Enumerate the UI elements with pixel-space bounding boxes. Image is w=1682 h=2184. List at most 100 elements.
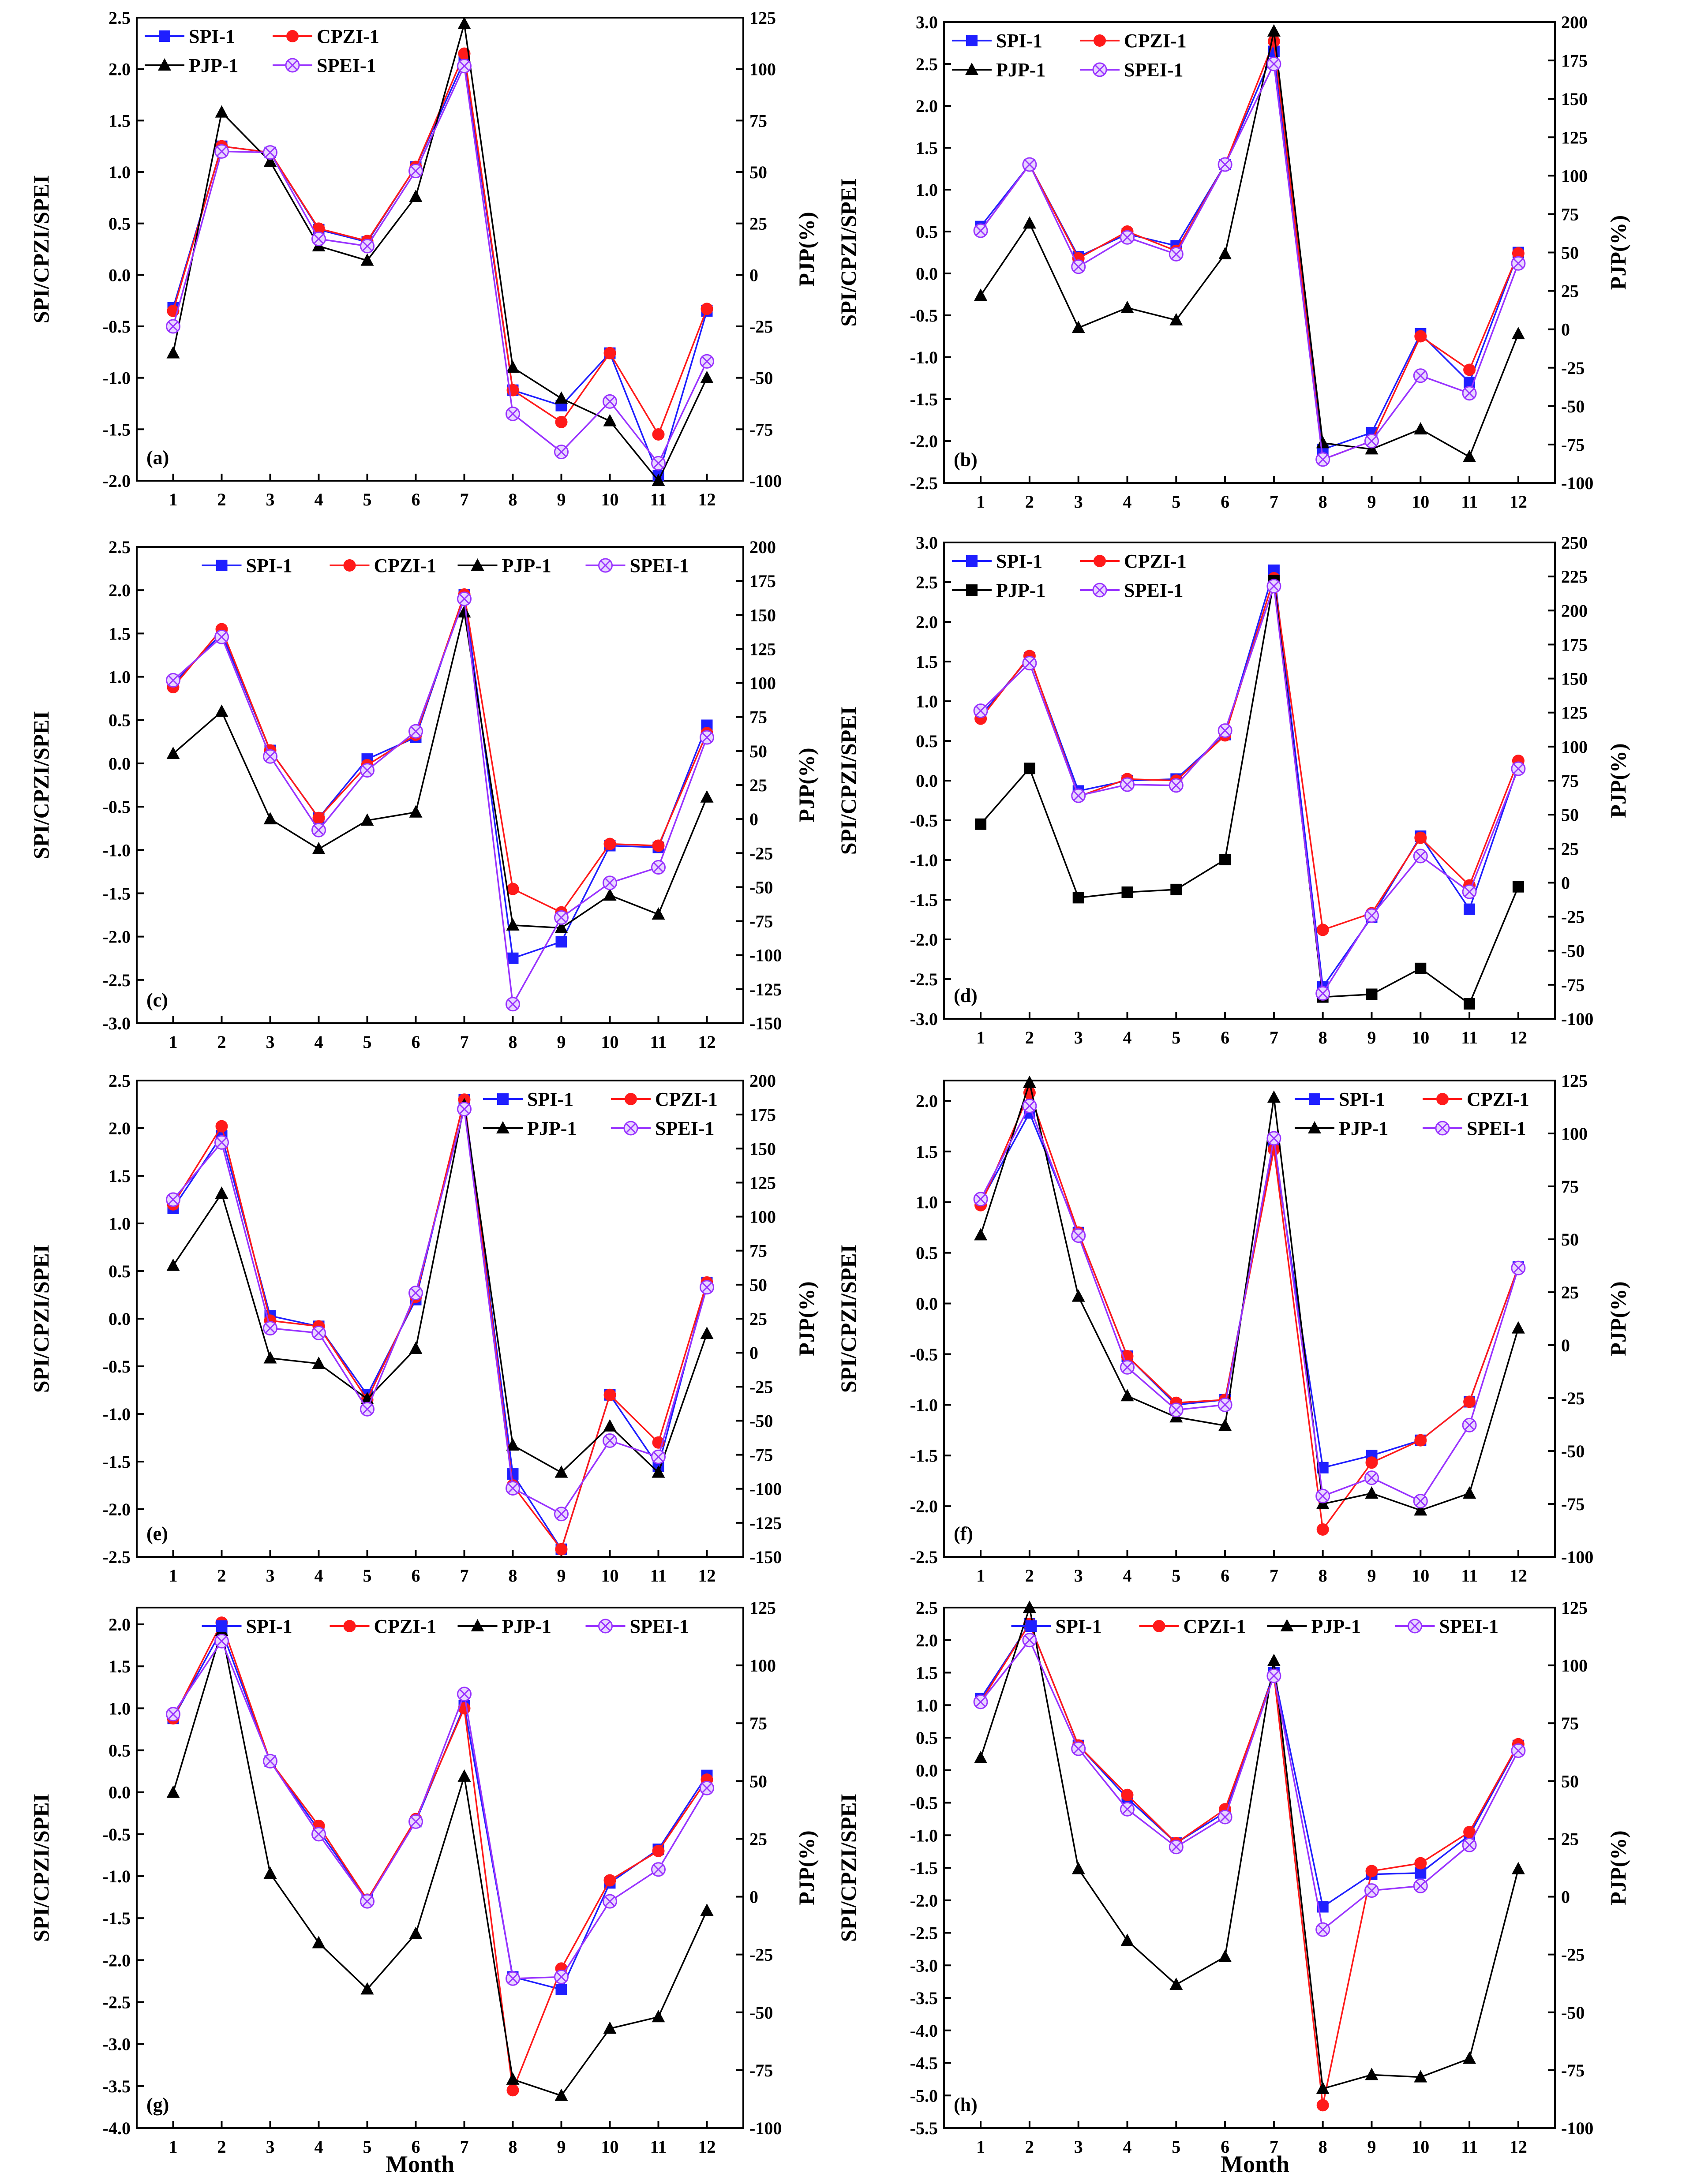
data-point bbox=[506, 406, 520, 421]
x-tick-label: 11 bbox=[650, 1032, 667, 1052]
panel-label: (h) bbox=[954, 2094, 978, 2116]
data-point bbox=[409, 805, 423, 818]
legend-label: CPZI-1 bbox=[317, 26, 379, 47]
y2-tick-label: -25 bbox=[1561, 1388, 1585, 1408]
x-tick-label: 9 bbox=[1367, 492, 1376, 512]
legend-marker bbox=[286, 30, 299, 42]
data-point bbox=[1414, 422, 1427, 435]
data-point bbox=[214, 629, 229, 644]
data-point bbox=[166, 1258, 180, 1271]
data-point bbox=[1462, 884, 1477, 899]
legend-entry: CPZI-1 bbox=[1423, 1088, 1529, 1110]
data-point bbox=[554, 391, 568, 404]
legend-marker bbox=[598, 1619, 613, 1634]
x-tick-label: 2 bbox=[1025, 2137, 1034, 2157]
chart-panel-2: -2.5 -2.0 -1.5 -1.0 -0.5 0.0 0.5 1.0 1.5 2.0 2.5 3.… bbox=[836, 12, 1630, 512]
data-point bbox=[554, 1969, 569, 1984]
data-point bbox=[1217, 1397, 1232, 1412]
series-spei-1 bbox=[973, 1633, 1526, 1937]
y-tick-label: -0.5 bbox=[103, 1825, 131, 1844]
legend-label: CPZI-1 bbox=[655, 1088, 718, 1110]
y2-tick-label: -75 bbox=[749, 2061, 773, 2080]
legend-label: SPI-1 bbox=[246, 555, 292, 576]
data-point bbox=[506, 883, 519, 895]
plot-frame bbox=[136, 17, 744, 482]
data-point bbox=[700, 354, 714, 369]
data-point bbox=[1071, 259, 1086, 274]
y-tick-label: -1.5 bbox=[103, 1908, 131, 1928]
data-point bbox=[1316, 436, 1330, 449]
y2-tick-label: 25 bbox=[1561, 839, 1579, 859]
panel-label: (d) bbox=[954, 985, 978, 1006]
x-tick-label: 3 bbox=[266, 2137, 275, 2157]
x-tick-label: 5 bbox=[363, 1032, 372, 1052]
x-tick-label: 4 bbox=[315, 2137, 323, 2157]
series-line bbox=[172, 598, 708, 1007]
y-axis-title: SPI/CPZI/SPEI bbox=[29, 1794, 53, 1942]
data-point bbox=[214, 144, 229, 159]
y2-tick-label: -50 bbox=[1561, 2003, 1585, 2023]
y-tick-label: 1.5 bbox=[916, 652, 938, 672]
data-point bbox=[1414, 831, 1427, 844]
legend-entry: SPI-1 bbox=[1295, 1088, 1385, 1110]
data-point bbox=[506, 997, 520, 1012]
chart-panel-6: -2.5 -2.0 -1.5 -1.0 -0.5 0.0 0.5 1.0 1.5 2.0 -100 -… bbox=[836, 1071, 1630, 1586]
data-point bbox=[1512, 881, 1524, 893]
x-tick-label: 10 bbox=[1412, 1566, 1429, 1586]
y2-tick-label: -50 bbox=[749, 877, 773, 897]
legend-entry: PJP-1 bbox=[145, 55, 238, 76]
y-tick-label: -1.0 bbox=[103, 368, 131, 388]
data-point bbox=[1365, 1865, 1378, 1877]
data-point bbox=[1120, 1802, 1135, 1817]
x-tick-label: 6 bbox=[412, 1566, 420, 1586]
data-point bbox=[1219, 853, 1231, 865]
series-spei-1 bbox=[166, 59, 714, 471]
x-tick-label: 7 bbox=[1270, 2137, 1278, 2157]
data-point bbox=[311, 823, 326, 838]
y2-tick-label: 200 bbox=[1561, 12, 1588, 32]
legend-marker bbox=[1435, 1121, 1450, 1136]
y2-tick-label: -25 bbox=[1561, 358, 1585, 378]
y-tick-label: 1.5 bbox=[916, 138, 938, 158]
data-point bbox=[263, 154, 277, 167]
legend-label: SPI-1 bbox=[996, 550, 1042, 572]
legend-marker bbox=[966, 584, 978, 596]
series-line bbox=[172, 612, 708, 929]
y2-tick-label: 25 bbox=[1561, 281, 1579, 301]
y-tick-label: -2.5 bbox=[910, 1923, 938, 1943]
y2-tick-label: 175 bbox=[749, 571, 776, 591]
legend-entry: CPZI-1 bbox=[330, 555, 436, 576]
x-tick-label: 7 bbox=[1270, 1566, 1278, 1586]
y-tick-label: -1.5 bbox=[910, 1446, 938, 1466]
series-line bbox=[980, 1080, 1519, 1511]
x-tick-label: 1 bbox=[169, 2137, 178, 2157]
y2-tick-label: 25 bbox=[749, 214, 767, 234]
legend-entry: SPI-1 bbox=[1011, 1616, 1102, 1637]
legend-marker bbox=[965, 63, 978, 75]
x-tick-label: 2 bbox=[217, 1032, 226, 1052]
data-point bbox=[554, 921, 568, 933]
legend: SPI-1 CPZI-1 PJP-1 SPEI-1 bbox=[145, 26, 379, 76]
y2-tick-label: 0 bbox=[749, 809, 758, 829]
x-tick-label: 6 bbox=[412, 2137, 420, 2157]
y-axis-title: SPI/CPZI/SPEI bbox=[836, 707, 861, 855]
data-point bbox=[408, 1814, 423, 1829]
y-tick-label: 2.0 bbox=[916, 1091, 938, 1111]
data-point bbox=[651, 456, 666, 471]
data-point bbox=[311, 1827, 326, 1842]
x-tick-label: 9 bbox=[1367, 2137, 1376, 2157]
x-axis-title-right: Month bbox=[1221, 2151, 1289, 2177]
y2-tick-label: 100 bbox=[749, 1656, 776, 1675]
series-line bbox=[980, 41, 1519, 461]
y-tick-label: 1.5 bbox=[109, 1657, 131, 1676]
data-point bbox=[603, 347, 616, 359]
data-point bbox=[1120, 1360, 1135, 1375]
y-tick-label: 2.0 bbox=[109, 60, 131, 79]
panel-label: (c) bbox=[146, 989, 168, 1011]
y2-tick-label: -150 bbox=[749, 1547, 782, 1567]
data-point bbox=[1022, 1098, 1037, 1113]
data-point bbox=[701, 303, 713, 315]
x-tick-label: 8 bbox=[509, 2137, 517, 2157]
y2-tick-label: -25 bbox=[749, 1377, 773, 1397]
